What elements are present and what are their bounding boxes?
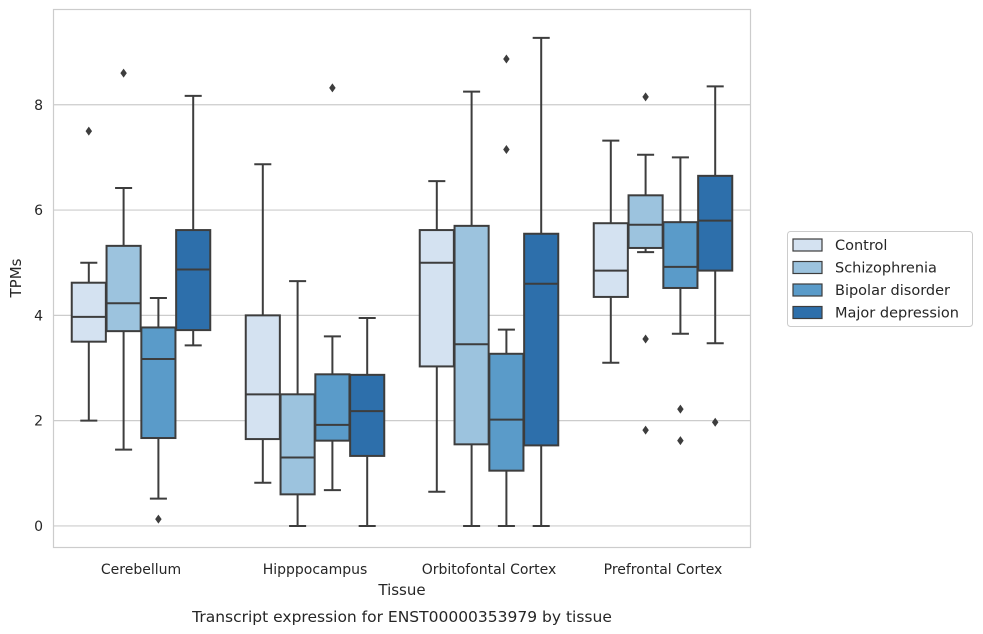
y-tick-label-0: 0 bbox=[34, 519, 43, 535]
box-cerebellum-control bbox=[70, 126, 107, 422]
box-orbitofontal-cortex-bipolar-disorder bbox=[488, 54, 525, 527]
legend-label: Major depression bbox=[835, 306, 959, 322]
box-prefrontal-cortex-major-depression bbox=[697, 85, 734, 427]
box-cerebellum-major-depression bbox=[175, 94, 212, 347]
box-iqr bbox=[697, 174, 734, 272]
chart-caption: Transcript expression for ENST0000035397… bbox=[191, 608, 612, 626]
box-iqr bbox=[279, 393, 316, 496]
box-iqr bbox=[349, 373, 386, 457]
legend-label: Control bbox=[835, 238, 887, 254]
legend-frame bbox=[787, 231, 973, 327]
outlier-point bbox=[711, 417, 719, 427]
legend-item-major-depression: Major depression bbox=[792, 305, 959, 322]
x-tick-labels: Cerebellum Hipppocampus Orbitofontal Corte… bbox=[101, 562, 722, 578]
outlier-point bbox=[642, 334, 649, 344]
legend: Control Schizophrenia Bipolar disorder Majo… bbox=[787, 231, 973, 327]
legend-item-bipolar-disorder: Bipolar disorder bbox=[792, 283, 950, 299]
box-iqr bbox=[488, 352, 525, 472]
outlier-point bbox=[120, 68, 127, 78]
outlier-point bbox=[642, 92, 649, 102]
x-tick-label-orbitofontal-cortex: Orbitofontal Cortex bbox=[422, 562, 557, 578]
outlier-point bbox=[677, 436, 684, 446]
legend-item-schizophrenia: Schizophrenia bbox=[792, 260, 937, 277]
outlier-point bbox=[677, 404, 684, 414]
outlier-point bbox=[329, 83, 336, 93]
y-tick-labels: 0 2 4 6 8 bbox=[34, 98, 43, 535]
box-hipppocampus-control bbox=[244, 163, 281, 484]
box-iqr bbox=[662, 221, 699, 289]
box-cerebellum-schizophrenia bbox=[105, 68, 142, 451]
x-tick-label-hipppocampus: Hipppocampus bbox=[263, 562, 368, 578]
outlier-point bbox=[642, 425, 649, 435]
y-tick-label-8: 8 bbox=[34, 98, 43, 114]
box-iqr bbox=[140, 326, 177, 440]
x-tick-label-cerebellum: Cerebellum bbox=[101, 562, 181, 578]
x-tick-label-prefrontal-cortex: Prefrontal Cortex bbox=[604, 562, 723, 578]
box-iqr bbox=[453, 224, 490, 446]
y-tick-label-4: 4 bbox=[34, 308, 43, 324]
box-orbitofontal-cortex-control bbox=[418, 180, 455, 493]
box-orbitofontal-cortex-schizophrenia bbox=[453, 90, 490, 527]
box-iqr bbox=[175, 229, 212, 332]
box-iqr bbox=[105, 244, 142, 333]
box-prefrontal-cortex-control bbox=[592, 139, 629, 364]
box-hipppocampus-schizophrenia bbox=[279, 280, 316, 527]
legend-swatch bbox=[792, 283, 823, 297]
outlier-point bbox=[503, 54, 510, 64]
box-hipppocampus-major-depression bbox=[349, 316, 386, 527]
y-axis-label: TPMs bbox=[7, 258, 25, 298]
outlier-point bbox=[85, 126, 93, 136]
legend-swatch bbox=[792, 260, 823, 275]
outlier-point bbox=[503, 145, 510, 155]
box-orbitofontal-cortex-major-depression bbox=[523, 36, 560, 527]
outlier-point bbox=[155, 514, 162, 524]
box-iqr bbox=[592, 222, 629, 298]
box-iqr bbox=[244, 314, 281, 441]
box-cerebellum-bipolar-disorder bbox=[140, 296, 177, 524]
box-iqr bbox=[523, 232, 560, 447]
boxes bbox=[70, 36, 734, 527]
box-prefrontal-cortex-bipolar-disorder bbox=[662, 156, 699, 446]
legend-item-control: Control bbox=[792, 238, 887, 254]
legend-label: Bipolar disorder bbox=[835, 283, 950, 299]
x-axis-label: Tissue bbox=[377, 581, 425, 599]
box-iqr bbox=[418, 229, 455, 368]
legend-swatch bbox=[792, 238, 823, 252]
box-prefrontal-cortex-schizophrenia bbox=[627, 92, 664, 435]
legend-label: Schizophrenia bbox=[835, 261, 937, 277]
box-iqr bbox=[70, 281, 107, 343]
box-iqr bbox=[627, 194, 664, 249]
plot-frame bbox=[52, 8, 752, 549]
y-tick-label-2: 2 bbox=[34, 414, 43, 430]
y-tick-label-6: 6 bbox=[34, 203, 43, 219]
legend-swatch bbox=[792, 305, 823, 320]
box-iqr bbox=[314, 373, 351, 442]
box-hipppocampus-bipolar-disorder bbox=[314, 83, 351, 492]
